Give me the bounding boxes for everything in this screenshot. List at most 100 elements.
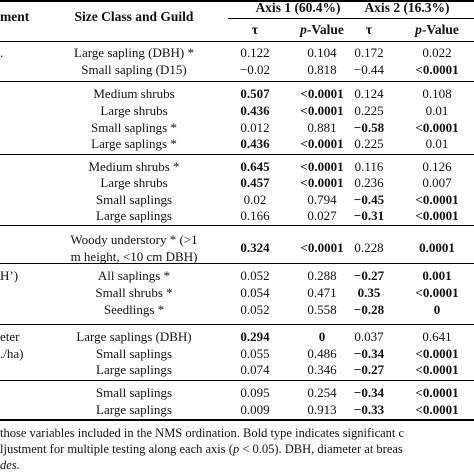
row-t2-value: −0.45	[353, 192, 385, 207]
row-t1-value: 0.074	[240, 362, 270, 377]
row-p1-value: 0.104	[307, 45, 337, 60]
row-p2-value: <0.0001	[415, 346, 459, 361]
row-size-class: Medium shrubs *	[88, 159, 180, 174]
row-p2-value: 0.641	[422, 329, 452, 344]
row-size-class: Small saplings	[95, 346, 173, 361]
row-t2-value: 0.236	[354, 175, 384, 190]
row-p2-value: 0	[433, 302, 441, 317]
column-header-axis2: Axis 2 (16.3%)	[364, 0, 450, 15]
row-environment-fragment: .	[0, 45, 4, 60]
row-environment-fragment: eter	[0, 329, 20, 344]
footnote-line-2: ljustment for multiple testing along eac…	[0, 442, 403, 456]
row-size-class: All saplings *	[97, 268, 171, 283]
row-size-class: Medium shrubs	[93, 86, 175, 101]
row-t1-value: 0.457	[240, 175, 270, 190]
row-t1-value: 0.052	[240, 268, 270, 283]
group-divider	[0, 154, 474, 155]
group-divider	[0, 380, 474, 381]
row-t2-value: −0.58	[353, 120, 385, 135]
axis-header-underline	[228, 18, 474, 19]
top-rule	[0, 0, 474, 2]
row-p1-value: 0.346	[307, 362, 337, 377]
row-p2-value: <0.0001	[415, 285, 459, 300]
row-t2-value: 0.037	[354, 329, 384, 344]
row-p2-value: <0.0001	[415, 385, 459, 400]
row-size-class-continued: m height, <10 cm DBH)	[70, 249, 198, 264]
row-size-class: Woody understory * (>1	[70, 232, 198, 247]
row-p1-value: <0.0001	[300, 240, 344, 255]
row-t2-value: 0.228	[354, 240, 384, 255]
group-divider	[0, 324, 474, 325]
row-p1-value: 0.818	[307, 62, 337, 77]
row-size-class: Large shrubs	[100, 175, 168, 190]
row-size-class: Large saplings	[96, 402, 172, 417]
row-size-class: Small saplings	[95, 385, 173, 400]
row-t2-value: −0.28	[353, 302, 385, 317]
row-p1-value: 0.288	[307, 268, 337, 283]
row-t1-value: 0.012	[240, 120, 270, 135]
column-header-tau-2: τ	[365, 22, 373, 37]
row-t1-value: −0.02	[239, 62, 271, 77]
row-t2-value: 0.124	[354, 86, 384, 101]
row-p2-value: 0.022	[422, 45, 452, 60]
row-p2-value: <0.0001	[415, 208, 459, 223]
row-size-class: Large sapling (DBH) *	[74, 45, 194, 60]
row-t2-value: 0.225	[354, 103, 384, 118]
row-t1-value: 0.095	[240, 385, 270, 400]
column-header-pvalue-1: p-Value	[300, 22, 344, 37]
row-t1-value: 0.122	[240, 45, 270, 60]
bottom-rule	[0, 419, 474, 421]
row-environment-fragment: ./ha)	[0, 346, 24, 361]
row-p2-value: 0.007	[422, 175, 452, 190]
row-t2-value: −0.34	[353, 385, 385, 400]
row-t2-value: −0.27	[353, 362, 385, 377]
row-t1-value: 0.166	[240, 208, 270, 223]
row-p1-value: 0.486	[307, 346, 337, 361]
row-t1-value: 0.507	[240, 86, 270, 101]
row-t2-value: −0.33	[353, 402, 385, 417]
row-p1-value: <0.0001	[300, 136, 344, 151]
group-divider	[0, 81, 474, 82]
row-size-class: Small shrubs *	[95, 285, 173, 300]
row-size-class: Large saplings *	[91, 136, 177, 151]
row-t2-value: −0.27	[353, 268, 385, 283]
row-size-class: Small sapling (D15)	[81, 62, 187, 77]
row-size-class: Large saplings	[96, 362, 172, 377]
row-t2-value: 0.225	[354, 136, 384, 151]
row-size-class: Seedlings *	[103, 302, 165, 317]
column-header-axis1: Axis 1 (60.4%)	[255, 0, 341, 15]
row-t2-value: 0.172	[354, 45, 384, 60]
row-t1-value: 0.645	[240, 159, 270, 174]
column-header-tau-1: τ	[251, 22, 259, 37]
row-p2-value: 0.001	[422, 268, 452, 283]
row-t2-value: −0.44	[353, 62, 385, 77]
row-p1-value: 0	[318, 329, 326, 344]
row-p1-value: 0.881	[307, 120, 337, 135]
row-size-class: Small saplings *	[91, 120, 177, 135]
row-size-class: Large saplings (DBH)	[76, 329, 192, 344]
footnote-line-1: those variables included in the NMS ordi…	[0, 426, 405, 440]
row-t1-value: 0.02	[243, 192, 267, 207]
group-divider	[0, 225, 474, 226]
row-p1-value: 0.558	[307, 302, 337, 317]
row-t1-value: 0.324	[240, 240, 270, 255]
column-header-environment: ment	[0, 9, 30, 24]
row-p2-value: 0.01	[425, 136, 449, 151]
row-t1-value: 0.052	[240, 302, 270, 317]
group-divider	[0, 263, 474, 264]
row-p2-value: 0.108	[422, 86, 452, 101]
row-p2-value: 0.126	[422, 159, 452, 174]
row-p1-value: <0.0001	[300, 86, 344, 101]
row-p2-value: <0.0001	[415, 62, 459, 77]
row-size-class: Large saplings	[96, 208, 172, 223]
header-rule	[0, 41, 474, 42]
row-p1-value: <0.0001	[300, 175, 344, 190]
row-size-class: Small saplings	[95, 192, 173, 207]
row-p1-value: 0.794	[307, 192, 337, 207]
row-p2-value: 0.01	[425, 103, 449, 118]
row-t1-value: 0.294	[240, 329, 270, 344]
column-header-size-class: Size Class and Guild	[74, 9, 194, 24]
row-size-class: Large shrubs	[100, 103, 168, 118]
row-p1-value: <0.0001	[300, 103, 344, 118]
row-t1-value: 0.009	[240, 402, 270, 417]
